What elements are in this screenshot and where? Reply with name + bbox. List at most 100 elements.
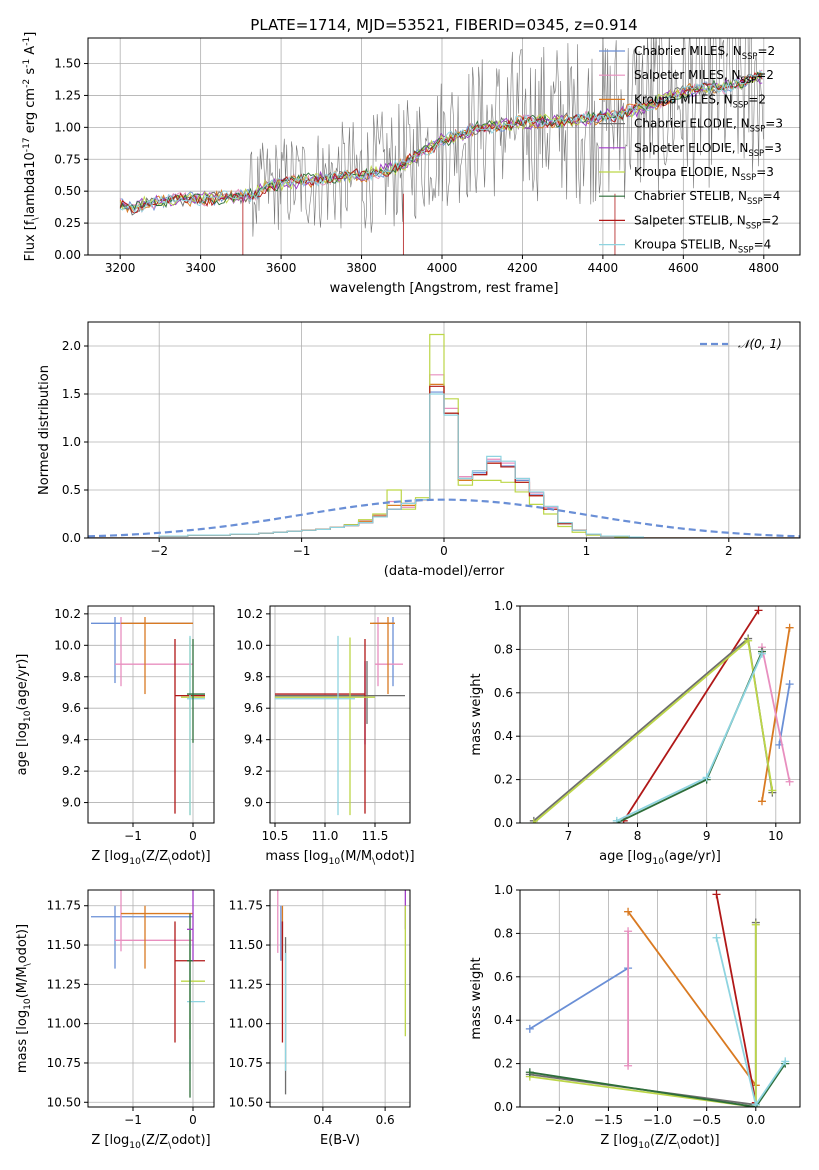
x-axis-label: Z [log10(Z/Z\odot)] <box>600 1133 719 1151</box>
x-axis-label: Z [log10(Z/Z\odot)] <box>91 849 210 867</box>
spectrum-panel-plot-area <box>119 38 764 255</box>
weight-line <box>715 894 757 1103</box>
weight-series-kroupa-stelib <box>612 649 766 823</box>
y-tick-label: 0.2 <box>494 773 513 787</box>
errorbar-salpeter-elodie <box>275 661 366 745</box>
errorbar-kroupa-miles <box>370 617 395 695</box>
weight-marker <box>624 1061 633 1070</box>
weight-marker <box>525 1068 534 1077</box>
y-tick-label: 1.5 <box>62 387 81 401</box>
z-mass-panel-grid <box>88 890 214 1107</box>
errorbar-salpeter-stelib <box>275 639 366 814</box>
y-tick-label: 2.0 <box>62 339 81 353</box>
weight-line <box>529 967 629 1030</box>
legend-entry: Chabrier STELIB, NSSP=4 <box>634 189 780 206</box>
errorbar-salpeter-miles <box>115 617 193 687</box>
weight-marker <box>757 797 766 806</box>
weight-marker <box>751 920 760 929</box>
weight-marker <box>525 1024 534 1033</box>
y-tick-label: 10.0 <box>236 638 263 652</box>
ebv-mass-panel-frame <box>269 889 411 1108</box>
errorbar-chabrier-stelib <box>187 913 193 1098</box>
x-tick-label: 11.5 <box>362 829 389 843</box>
errorbar-chabrier-elodie <box>275 661 405 724</box>
y-tick-label: 11.00 <box>229 1017 263 1031</box>
y-tick-label: 10.50 <box>47 1095 81 1109</box>
y-tick-label: 11.75 <box>47 899 81 913</box>
x-tick-label: 3200 <box>105 261 136 275</box>
weight-series-kroupa-elodie <box>529 636 777 823</box>
y-tick-label: 9.8 <box>244 670 263 684</box>
z-mass-panel-plot-area <box>91 890 205 1098</box>
errorbar-kroupa-miles <box>121 617 193 695</box>
y-tick-label: 11.75 <box>229 899 263 913</box>
weight-marker <box>744 636 753 645</box>
weight-marker <box>785 680 794 689</box>
x-tick-label: 11.0 <box>312 829 339 843</box>
y-tick-label: 0.4 <box>494 1013 513 1027</box>
y-tick-label: 11.25 <box>229 977 263 991</box>
weight-marker <box>785 623 794 632</box>
y-tick-label: 10.50 <box>229 1095 263 1109</box>
errorbar-salpeter-elodie <box>187 890 194 961</box>
x-axis-label: age [log10(age/yr)] <box>599 849 721 867</box>
legend-entry: 𝒩(0, 1) <box>738 337 782 351</box>
errorbar-kroupa-elodie <box>275 637 375 816</box>
z-mass-panel: −1 0 10.50 10.75 11.00 11.25 11.50 11.75 Z [log1… <box>15 889 215 1151</box>
y-tick-label: 9.6 <box>244 701 263 715</box>
mass-age-panel-grid <box>270 606 410 823</box>
weight-series-salpeter-miles <box>624 927 633 1070</box>
weight-series-chabrier-elodie <box>529 634 777 823</box>
y-tick-label: 11.00 <box>47 1017 81 1031</box>
x-tick-label: 10 <box>768 829 783 843</box>
weight-line <box>533 638 774 823</box>
y-tick-label: 0.00 <box>54 248 81 262</box>
histogram-kroupa-stelib <box>88 393 800 538</box>
errorbar-chabrier-miles <box>373 617 395 687</box>
y-axis-label: mass [log10(M/M\odot)] <box>15 924 33 1073</box>
z-weight-panel: −2.0 −1.5 −1.0 −0.5 0.0 0.0 0.2 0.4 0.6 0.8 1.0 Z [… <box>469 883 801 1151</box>
x-tick-label: 0 <box>189 1113 197 1127</box>
y-tick-label: 9.0 <box>244 796 263 810</box>
weight-marker <box>768 786 777 795</box>
weight-line <box>616 653 763 822</box>
ebv-mass-panel-grid <box>270 890 410 1107</box>
ebv-mass-panel-plot-area <box>277 890 406 1095</box>
weight-marker <box>754 606 763 615</box>
mass-age-panel-plot-area <box>275 617 405 816</box>
y-tick-label: 1.00 <box>54 120 81 134</box>
y-axis-label: mass weight <box>469 957 484 1039</box>
weight-marker <box>712 933 721 942</box>
weight-marker <box>781 1057 790 1066</box>
z-age-panel-frame <box>87 605 215 824</box>
age-weight-panel: 7 8 9 10 0.0 0.2 0.4 0.6 0.8 1.0 age [log10(age/yr… <box>469 599 801 867</box>
weight-marker <box>712 890 721 899</box>
y-tick-label: 9.4 <box>244 733 263 747</box>
legend-entry: Chabrier MILES, NSSP=2 <box>634 44 775 61</box>
x-tick-label: 3800 <box>346 261 377 275</box>
errorbar-kroupa-stelib <box>275 635 355 816</box>
weight-series-salpeter-stelib <box>619 606 763 823</box>
y-axis-label: mass weight <box>469 673 484 755</box>
legend-entry: Salpeter ELODIE, NSSP=3 <box>634 141 782 158</box>
weight-marker <box>785 777 794 786</box>
x-axis-label: E(B-V) <box>320 1133 360 1148</box>
y-tick-label: 1.50 <box>54 57 81 71</box>
x-tick-label: 9 <box>703 829 711 843</box>
x-tick-label: 10.5 <box>262 829 289 843</box>
y-tick-label: 0.8 <box>494 926 513 940</box>
x-tick-label: −2 <box>150 544 168 558</box>
y-tick-label: 10.0 <box>54 638 81 652</box>
errorbar-kroupa-miles <box>121 905 193 969</box>
y-tick-label: 9.4 <box>62 733 81 747</box>
z-mass-panel-frame <box>87 889 215 1108</box>
x-tick-label: −0.5 <box>692 1113 721 1127</box>
x-axis-label: Z [log10(Z/Z\odot)] <box>91 1133 210 1151</box>
weight-line <box>761 647 791 782</box>
x-tick-label: 4800 <box>749 261 780 275</box>
x-tick-label: −1 <box>124 1113 142 1127</box>
x-tick-label: −1.5 <box>594 1113 623 1127</box>
y-tick-label: 10.2 <box>236 607 263 621</box>
y-tick-label: 9.2 <box>244 764 263 778</box>
errorbar-chabrier-miles <box>91 617 193 684</box>
